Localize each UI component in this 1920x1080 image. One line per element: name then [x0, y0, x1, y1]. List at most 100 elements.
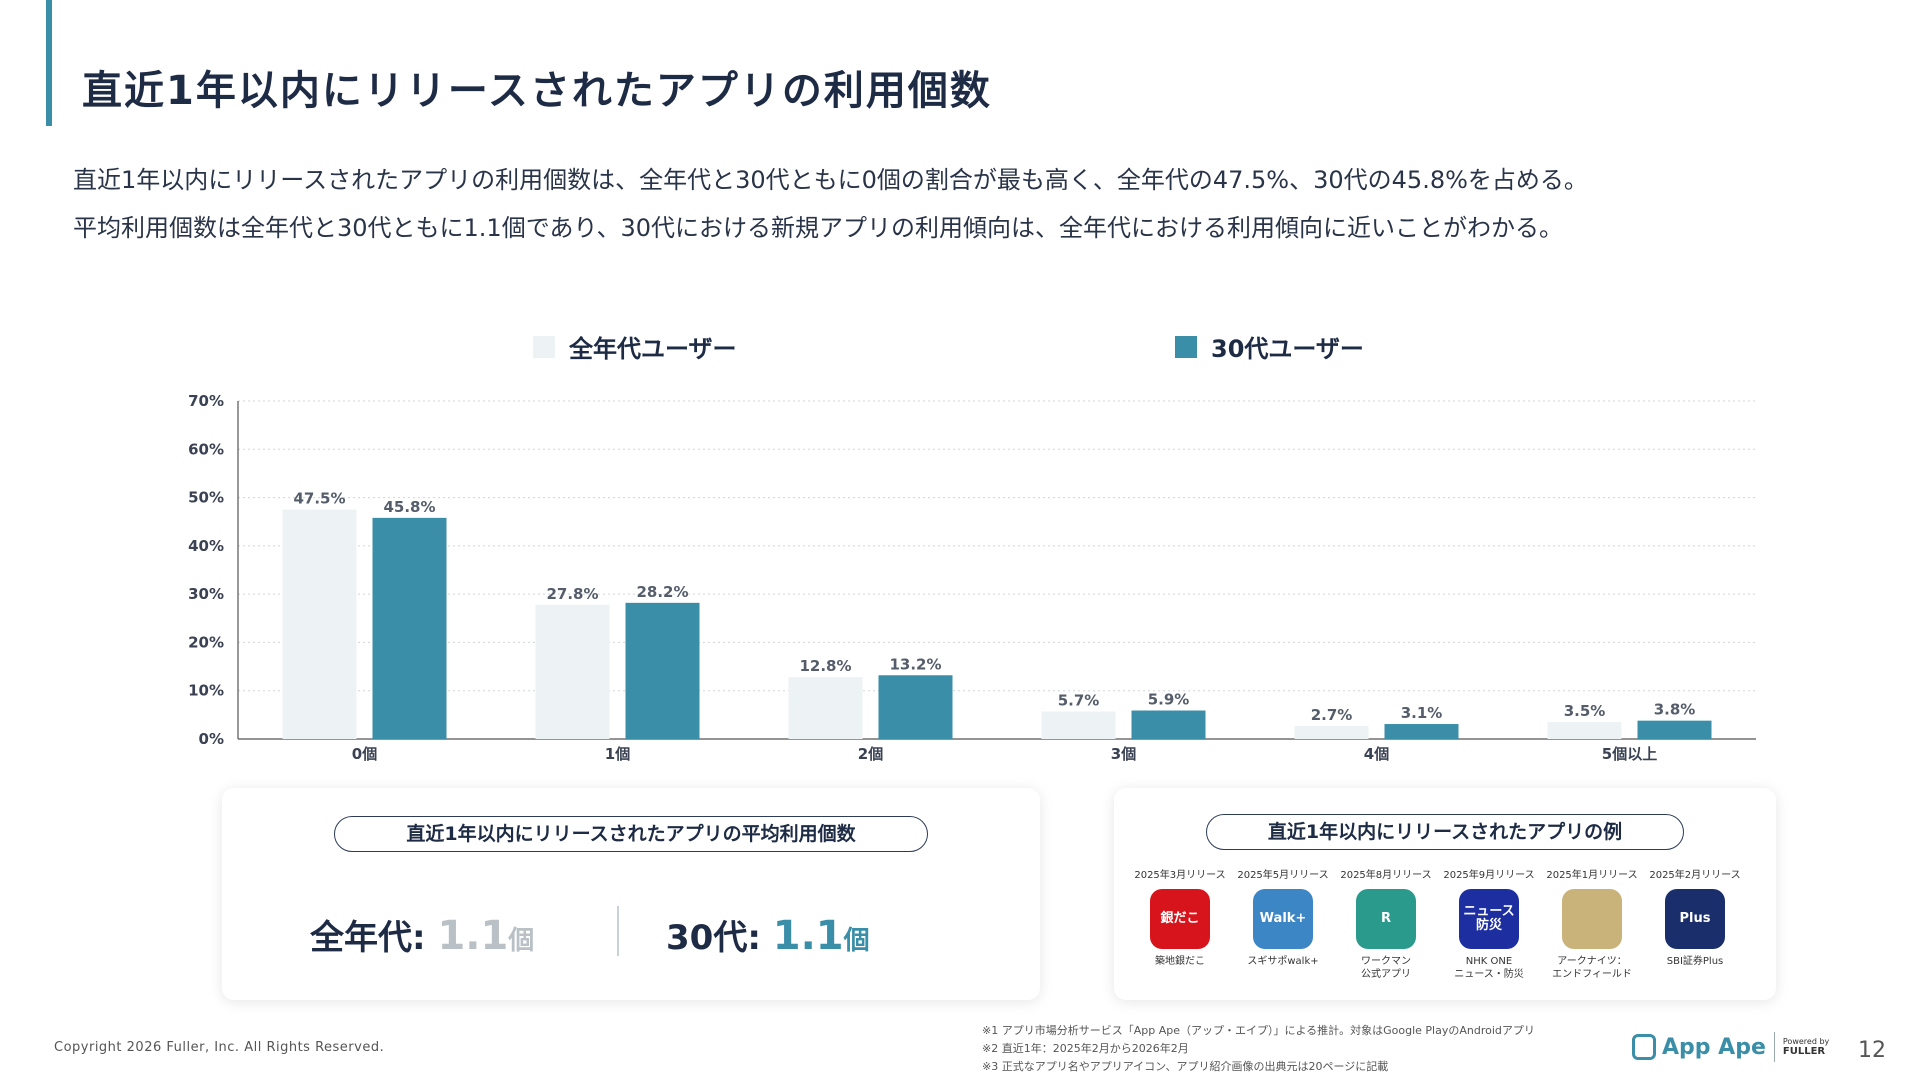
legend-item-thirties: 30代ユーザー — [1175, 329, 1364, 364]
arknights-icon — [1562, 889, 1622, 949]
data-label: 3.8% — [1654, 701, 1696, 719]
average-all-value: 1.1 — [437, 913, 509, 959]
y-tick-label: 10% — [188, 682, 224, 700]
data-label: 45.8% — [383, 498, 435, 516]
footnotes: ※1 アプリ市場分析サービス「App Ape（アップ・エイプ）」による推計。対象… — [982, 1022, 1535, 1076]
y-tick-label: 20% — [188, 633, 224, 651]
average-thirties: 30代: 1.1個 — [666, 910, 870, 959]
average-divider — [617, 906, 619, 956]
legend-item-all: 全年代ユーザー — [533, 329, 737, 364]
data-label: 3.5% — [1564, 702, 1606, 720]
bar-thirties — [1384, 724, 1459, 739]
average-heading: 直近1年以内にリリースされたアプリの平均利用個数 — [334, 816, 928, 852]
copyright: Copyright 2026 Fuller, Inc. All Rights R… — [54, 1040, 385, 1055]
x-tick-label: 5個以上 — [1602, 745, 1657, 763]
example-app: 2025年3月リリース銀だこ築地銀だこ — [1132, 866, 1228, 968]
data-label: 28.2% — [636, 583, 688, 601]
data-label: 2.7% — [1311, 706, 1353, 724]
gindaco-icon: 銀だこ — [1150, 889, 1210, 949]
app-name: スギサポwalk+ — [1247, 956, 1319, 967]
app-release-date: 2025年2月リリース — [1649, 870, 1741, 881]
bar-thirties — [372, 517, 447, 739]
powered-by-label: Powered by — [1782, 1037, 1830, 1046]
footnote-2: ※2 直近1年：2025年2月から2026年2月 — [982, 1042, 1189, 1055]
example-app: 2025年9月リリースニュース 防災 NHK ONE ニュース・防災 — [1441, 866, 1537, 981]
example-app: 2025年5月リリース Walk+ スギサポwalk+ — [1235, 866, 1331, 968]
examples-card: 直近1年以内にリリースされたアプリの例 2025年3月リリース 銀だこ 築地銀だこ 2… — [1114, 788, 1776, 1000]
summary-line-1: 直近1年以内にリリースされたアプリの利用個数は、全年代と30代ともに0個の割合が… — [73, 166, 1588, 194]
y-tick-label: 60% — [188, 440, 224, 458]
data-label: 3.1% — [1401, 704, 1443, 722]
brand-separator — [1773, 1032, 1775, 1062]
average-all-label: 全年代: — [310, 918, 438, 958]
legend-swatch-all — [533, 335, 555, 358]
app-name: SBI証券Plus — [1666, 956, 1724, 967]
bar-all — [1547, 722, 1622, 739]
bar-thirties — [1637, 720, 1712, 739]
example-app: 2025年2月リリース Plus SBI証券Plus — [1647, 866, 1743, 968]
app-release-date: 2025年1月リリース — [1546, 870, 1638, 881]
app-name: ワークマン 公式アプリ — [1361, 956, 1411, 980]
y-tick-label: 0% — [199, 730, 224, 748]
brand-name: App Ape — [1662, 1034, 1766, 1060]
app-release-date: 2025年9月リリース — [1443, 870, 1535, 881]
walk-plus-icon: Walk+ — [1253, 889, 1313, 949]
y-tick-label: 40% — [188, 537, 224, 555]
app-release-date: 2025年8月リリース — [1340, 870, 1432, 881]
app-release-date: 2025年5月リリース — [1237, 870, 1329, 881]
bar-thirties — [878, 675, 953, 739]
sbi-plus-icon: Plus — [1665, 889, 1725, 949]
data-label: 27.8% — [546, 585, 598, 603]
workman-icon: R — [1356, 889, 1416, 949]
legend-label-thirties: 30代ユーザー — [1211, 335, 1364, 363]
data-label: 47.5% — [293, 490, 345, 508]
nhk-one-icon: ニュース 防災 — [1459, 889, 1519, 949]
page-title: 直近1年以内にリリースされたアプリの利用個数 — [82, 68, 992, 114]
brand-logo: App Ape Powered by FULLER — [1632, 1032, 1829, 1062]
page-number: 12 — [1858, 1038, 1886, 1063]
y-tick-label: 30% — [188, 585, 224, 603]
bar-thirties — [1131, 710, 1206, 739]
average-thirties-label: 30代: — [666, 918, 773, 958]
x-tick-label: 1個 — [605, 745, 630, 763]
footnote-1: ※1 アプリ市場分析サービス「App Ape（アップ・エイプ）」による推計。対象… — [982, 1024, 1535, 1037]
x-tick-label: 4個 — [1364, 745, 1389, 763]
app-release-date: 2025年3月リリース — [1134, 870, 1226, 881]
footnote-3: ※3 正式なアプリ名やアプリアイコン、アプリ紹介画像の出典元は20ページに記載 — [982, 1060, 1389, 1073]
average-thirties-value: 1.1 — [772, 913, 844, 959]
average-all: 全年代: 1.1個 — [310, 910, 534, 959]
bar-all — [1294, 725, 1369, 739]
bar-all — [282, 509, 357, 739]
data-label: 13.2% — [889, 655, 941, 673]
legend-label-all: 全年代ユーザー — [569, 335, 737, 363]
app-ape-logo-icon — [1632, 1034, 1656, 1060]
average-all-unit: 個 — [508, 926, 535, 956]
x-tick-label: 3個 — [1111, 745, 1136, 763]
example-app: 2025年8月リリース R ワークマン 公式アプリ — [1338, 866, 1434, 981]
average-card: 直近1年以内にリリースされたアプリの平均利用個数 全年代: 1.1個 30代: … — [222, 788, 1040, 1000]
bar-thirties — [625, 602, 700, 739]
legend-swatch-thirties — [1175, 335, 1197, 358]
y-tick-label: 70% — [188, 392, 224, 410]
data-label: 5.9% — [1148, 691, 1190, 709]
app-name: 築地銀だこ — [1155, 956, 1205, 967]
average-thirties-unit: 個 — [843, 926, 870, 956]
app-name: アークナイツ： エンドフィールド — [1552, 956, 1632, 980]
bar-all — [535, 604, 610, 739]
bar-all — [1041, 711, 1116, 739]
powered-by: Powered by FULLER — [1783, 1037, 1829, 1057]
app-name: NHK ONE ニュース・防災 — [1454, 956, 1524, 980]
company-name: FULLER — [1782, 1046, 1826, 1057]
summary-text: 直近1年以内にリリースされたアプリの利用個数は、全年代と30代ともに0個の割合が… — [73, 156, 1588, 252]
y-tick-label: 50% — [188, 489, 224, 507]
summary-line-2: 平均利用個数は全年代と30代ともに1.1個であり、30代における新規アプリの利用… — [73, 214, 1564, 242]
bar-chart: 0% 10% 20% 30% 40% 50% 60% 70% 47.5% 45.8% 0個 27.8%… — [188, 392, 1756, 763]
examples-heading: 直近1年以内にリリースされたアプリの例 — [1206, 814, 1684, 850]
title-accent-bar — [46, 0, 52, 126]
example-app: 2025年1月リリースアークナイツ： エンドフィールド — [1544, 866, 1640, 981]
x-tick-label: 0個 — [352, 745, 377, 763]
bar-all — [788, 677, 863, 739]
x-tick-label: 2個 — [858, 745, 883, 763]
data-label: 5.7% — [1058, 691, 1100, 709]
data-label: 12.8% — [799, 657, 851, 675]
